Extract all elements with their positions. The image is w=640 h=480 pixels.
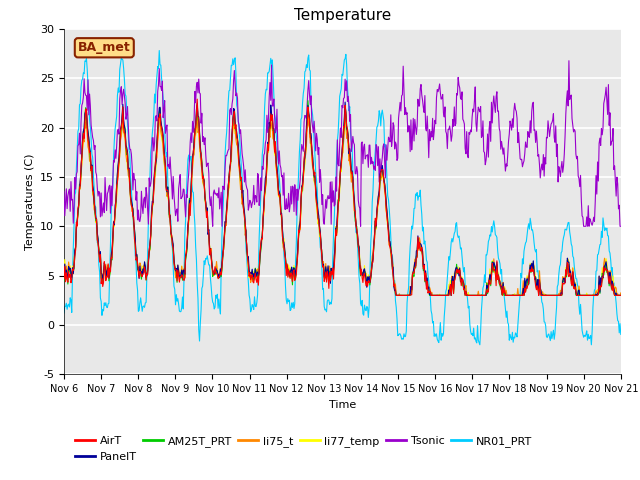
Text: BA_met: BA_met [78,41,131,54]
Title: Temperature: Temperature [294,9,391,24]
X-axis label: Time: Time [329,400,356,409]
Y-axis label: Temperatures (C): Temperatures (C) [24,153,35,250]
Legend: AirT, PanelT, AM25T_PRT, li75_t, li77_temp, Tsonic, NR01_PRT: AirT, PanelT, AM25T_PRT, li75_t, li77_te… [70,432,536,466]
